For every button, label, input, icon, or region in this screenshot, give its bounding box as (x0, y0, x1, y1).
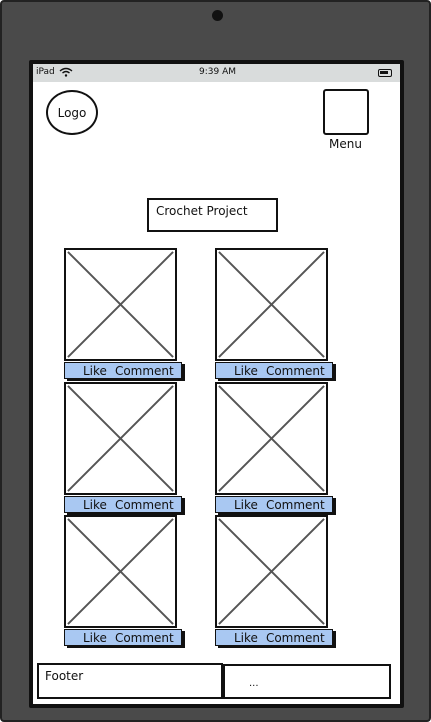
card-action-bar: Like Comment (64, 362, 182, 379)
like-button[interactable]: Like (83, 630, 107, 645)
card-action-bar: Like Comment (64, 629, 182, 646)
image-placeholder-icon[interactable] (215, 382, 328, 495)
comment-button[interactable]: Comment (114, 630, 174, 645)
like-button[interactable]: Like (234, 363, 258, 378)
comment-button[interactable]: Comment (114, 497, 174, 512)
status-left: iPad (36, 67, 73, 77)
like-button[interactable]: Like (234, 630, 258, 645)
status-bar: iPad 9:39 AM (33, 64, 400, 82)
like-button[interactable]: Like (83, 497, 107, 512)
menu-button[interactable] (323, 89, 369, 135)
comment-button[interactable]: Comment (114, 363, 174, 378)
project-card: Like Comment (64, 382, 182, 513)
status-time: 9:39 AM (199, 67, 236, 77)
comment-button[interactable]: Comment (265, 497, 325, 512)
footer: Footer (37, 663, 223, 699)
project-card: Like Comment (215, 382, 333, 513)
image-placeholder-icon[interactable] (215, 515, 328, 628)
page-title: Crochet Project (147, 198, 278, 232)
footer-extra[interactable]: ... (223, 664, 391, 699)
like-button[interactable]: Like (83, 363, 107, 378)
logo-label: Logo (57, 105, 87, 120)
image-placeholder-icon[interactable] (64, 248, 177, 361)
card-action-bar: Like Comment (64, 496, 182, 513)
logo[interactable]: Logo (46, 90, 98, 135)
image-placeholder-icon[interactable] (64, 382, 177, 495)
comment-button[interactable]: Comment (265, 363, 325, 378)
footer-label: Footer (45, 669, 84, 683)
card-action-bar: Like Comment (215, 496, 333, 513)
card-action-bar: Like Comment (215, 362, 333, 379)
battery-icon (378, 69, 392, 77)
image-placeholder-icon[interactable] (64, 515, 177, 628)
project-card: Like Comment (64, 515, 182, 646)
camera-dot (212, 10, 223, 21)
project-card: Like Comment (215, 248, 333, 379)
footer-extra-label: ... (249, 678, 259, 689)
screen: iPad 9:39 AM Logo Menu Crochet Project L… (29, 60, 404, 708)
card-action-bar: Like Comment (215, 629, 333, 646)
comment-button[interactable]: Comment (265, 630, 325, 645)
image-placeholder-icon[interactable] (215, 248, 328, 361)
device-name: iPad (36, 67, 55, 77)
wifi-icon (59, 67, 73, 77)
menu-label[interactable]: Menu (329, 137, 362, 151)
like-button[interactable]: Like (234, 497, 258, 512)
project-card: Like Comment (64, 248, 182, 379)
project-card: Like Comment (215, 515, 333, 646)
